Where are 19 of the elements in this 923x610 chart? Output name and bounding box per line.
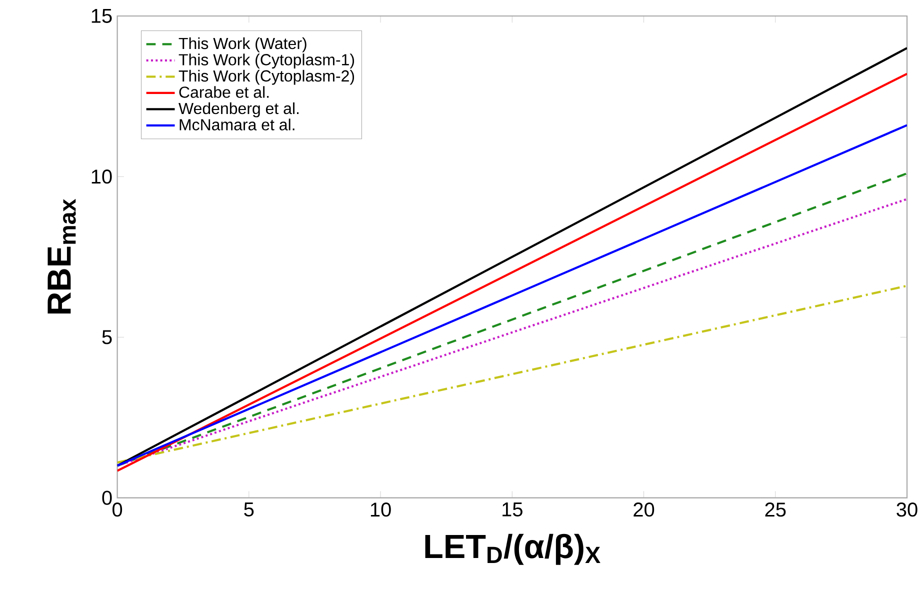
text: RBE$_{max}$ [48,199,76,314]
legend-label: This Work (Cytoplasm-2) [178,70,354,85]
legend-label: This Work (Water) [178,37,306,52]
legend-label: This Work (Cytoplasm-1) [178,54,354,69]
legend-label: Wedenberg et al. [178,102,299,118]
x-tick-label: 30 [896,502,918,517]
x-tick-label: 10 [370,502,391,517]
legend-label: McNamara et al. [180,118,294,130]
legend-label: Carabe et al. [179,86,269,98]
text: LET$_{D}$/(α/β)$_{X}$ [425,534,600,566]
x-tick-label: 5 [244,502,254,517]
y-tick-label: 5 [102,330,112,344]
x-tick-label: 20 [634,502,654,517]
x-tick-label: 0 [112,502,122,517]
x-tick-label: 15 [502,502,522,517]
x-tick-label: 25 [765,502,786,517]
y-tick-label: 10 [92,170,112,184]
y-tick-label: 15 [92,9,112,24]
y-tick-label: 0 [102,490,112,505]
